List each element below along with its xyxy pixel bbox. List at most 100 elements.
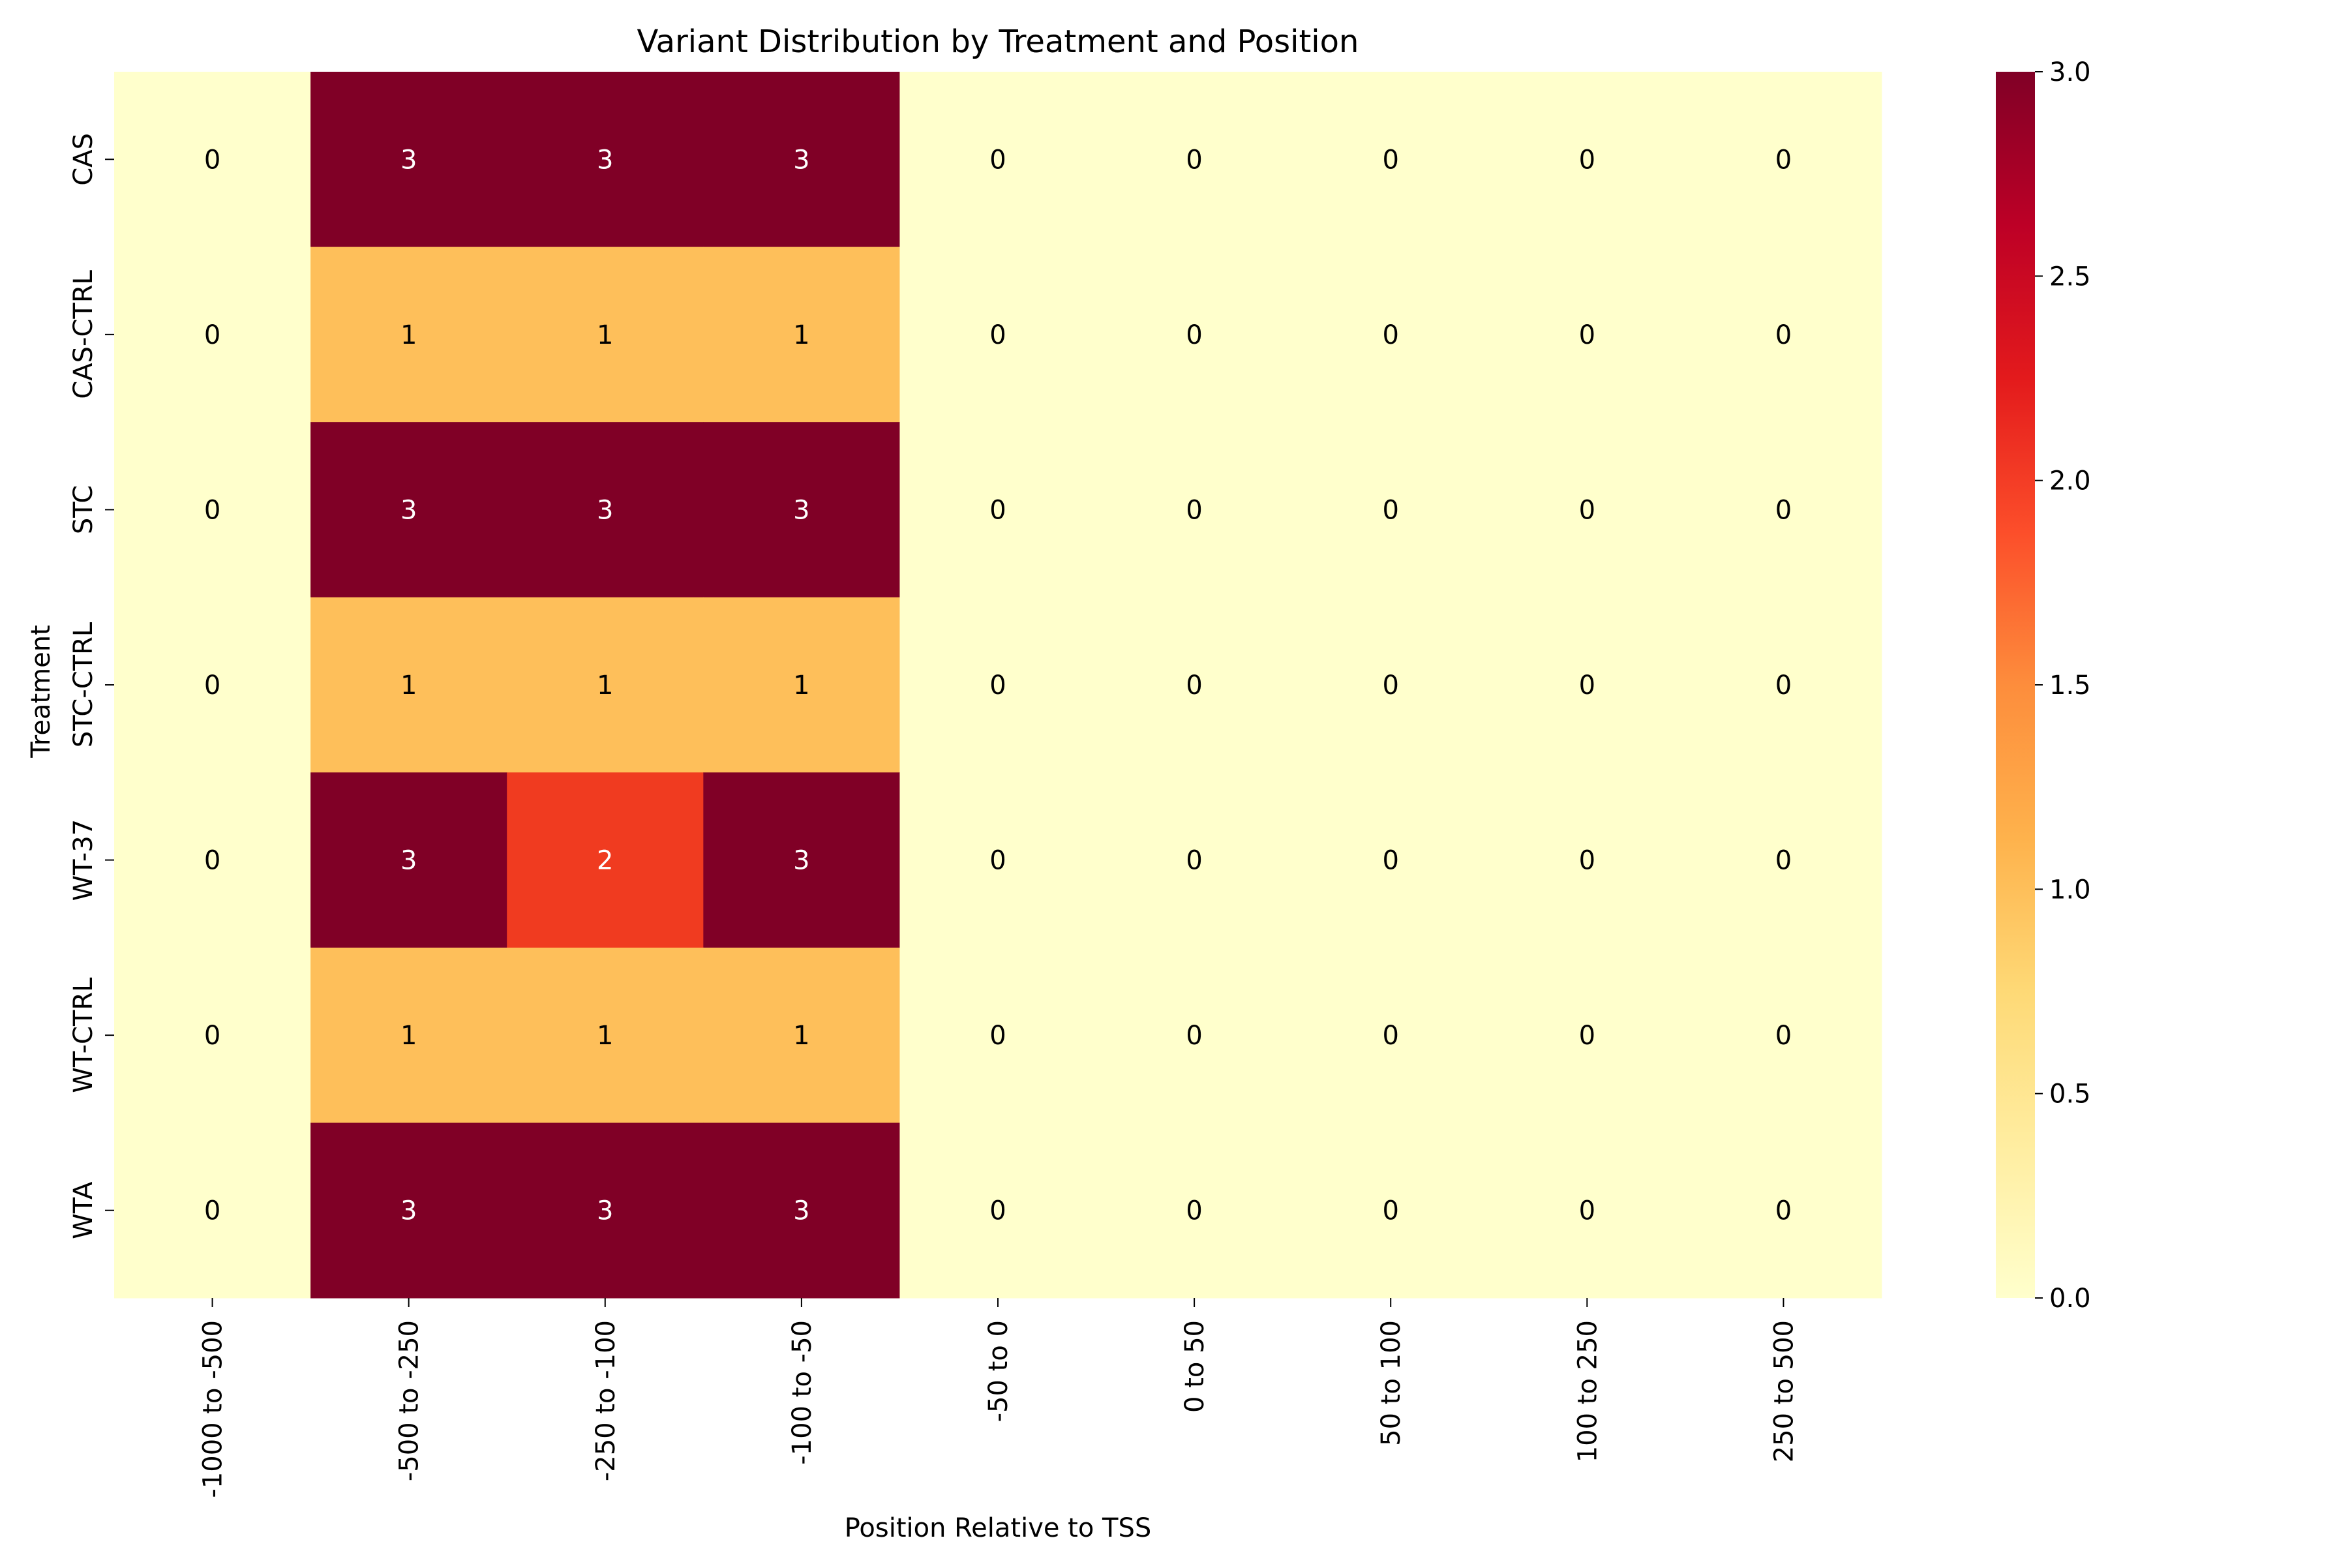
heatmap-cell xyxy=(1292,947,1490,1123)
heatmap-cell xyxy=(1488,422,1686,598)
cell-value-label: 0 xyxy=(989,145,1006,175)
heatmap-cell xyxy=(1292,422,1490,598)
cell-value-label: 1 xyxy=(400,1021,417,1051)
cell-value-label: 2 xyxy=(597,846,613,876)
heatmap-cell xyxy=(310,947,507,1123)
cell-value-label: 3 xyxy=(793,846,809,876)
x-tick-label: -50 to 0 xyxy=(984,1320,1014,1422)
heatmap-cell xyxy=(899,597,1097,773)
heatmap-cell xyxy=(507,772,704,948)
y-axis-label: Treatment xyxy=(26,625,56,759)
heatmap-cell xyxy=(507,1123,704,1299)
heatmap-cell xyxy=(703,597,900,773)
heatmap-cell xyxy=(1488,1123,1686,1299)
x-axis-label: Position Relative to TSS xyxy=(845,1513,1152,1543)
x-tick-label: 100 to 250 xyxy=(1573,1320,1603,1462)
heatmap-cell xyxy=(114,597,311,773)
cell-value-label: 0 xyxy=(204,671,220,701)
y-tick-label: STC-CTRL xyxy=(68,622,98,747)
y-tick-label: WT-37 xyxy=(68,819,98,901)
cell-value-label: 0 xyxy=(1579,145,1595,175)
heatmap-cell xyxy=(1685,247,1882,423)
x-tick-label: -250 to -100 xyxy=(591,1320,621,1481)
heatmap-cell xyxy=(1096,247,1293,423)
heatmap-cell xyxy=(507,422,704,598)
cell-value-label: 0 xyxy=(989,495,1006,525)
colorbar-tick-label: 1.0 xyxy=(2049,875,2091,905)
cell-value-label: 0 xyxy=(204,846,220,876)
cell-value-label: 0 xyxy=(1775,495,1792,525)
cell-value-label: 1 xyxy=(597,1021,613,1051)
heatmap-cell xyxy=(310,247,507,423)
heatmap-cell xyxy=(899,772,1097,948)
heatmap-cell xyxy=(114,247,311,423)
colorbar-tick-label: 3.0 xyxy=(2049,57,2091,87)
heatmap-cell xyxy=(703,1123,900,1299)
heatmap-cell xyxy=(1488,947,1686,1123)
cell-value-label: 0 xyxy=(204,145,220,175)
y-tick-label: WT-CTRL xyxy=(68,977,98,1093)
cell-value-label: 3 xyxy=(793,495,809,525)
heatmap-cell xyxy=(114,1123,311,1299)
colorbar-tick-label: 0.5 xyxy=(2049,1079,2091,1109)
cell-value-label: 0 xyxy=(989,671,1006,701)
cell-value-label: 0 xyxy=(204,1021,220,1051)
heatmap-cell xyxy=(1488,247,1686,423)
cell-value-label: 1 xyxy=(793,671,809,701)
cell-value-label: 1 xyxy=(793,1021,809,1051)
heatmap-cell xyxy=(507,947,704,1123)
cell-value-label: 3 xyxy=(400,1196,417,1226)
heatmap-cell xyxy=(703,247,900,423)
cell-value-label: 3 xyxy=(597,1196,613,1226)
cell-value-label: 1 xyxy=(400,320,417,350)
cell-value-label: 3 xyxy=(597,145,613,175)
cell-value-label: 0 xyxy=(989,1196,1006,1226)
cell-value-label: 0 xyxy=(1186,1196,1202,1226)
cell-value-label: 1 xyxy=(793,320,809,350)
cell-value-label: 0 xyxy=(1186,1021,1202,1051)
heatmap-cell xyxy=(1488,72,1686,248)
heatmap-cell xyxy=(114,772,311,948)
heatmap-cell xyxy=(899,1123,1097,1299)
heatmap-cell xyxy=(310,72,507,248)
cell-value-label: 0 xyxy=(1775,846,1792,876)
heatmap-cell xyxy=(1292,247,1490,423)
x-tick-label: 50 to 100 xyxy=(1376,1320,1406,1446)
cell-value-label: 3 xyxy=(793,1196,809,1226)
cell-value-label: 0 xyxy=(1382,671,1398,701)
cell-value-label: 0 xyxy=(1775,145,1792,175)
cell-value-label: 3 xyxy=(793,145,809,175)
cell-value-label: 0 xyxy=(1382,145,1398,175)
heatmap-cell xyxy=(310,1123,507,1299)
heatmap-cell xyxy=(1685,1123,1882,1299)
cell-value-label: 0 xyxy=(1382,1021,1398,1051)
cell-value-label: 0 xyxy=(989,320,1006,350)
y-tick-label: WTA xyxy=(68,1181,98,1239)
x-tick-label: -1000 to -500 xyxy=(198,1320,228,1498)
heatmap-cell xyxy=(1096,772,1293,948)
colorbar-tick-label: 1.5 xyxy=(2049,671,2091,701)
cell-value-label: 1 xyxy=(597,320,613,350)
cell-value-label: 0 xyxy=(1579,846,1595,876)
cell-value-label: 0 xyxy=(1186,846,1202,876)
cell-value-label: 0 xyxy=(1579,1196,1595,1226)
heatmap-cell xyxy=(1685,597,1882,773)
cell-value-label: 0 xyxy=(989,846,1006,876)
cell-value-label: 0 xyxy=(1579,495,1595,525)
x-tick-label: 0 to 50 xyxy=(1180,1320,1210,1413)
cell-value-label: 0 xyxy=(1382,1196,1398,1226)
y-tick-label: STC xyxy=(68,485,98,534)
cell-value-label: 0 xyxy=(1579,320,1595,350)
heatmap-cell xyxy=(1292,72,1490,248)
heatmap-cell xyxy=(703,72,900,248)
cell-value-label: 0 xyxy=(1579,671,1595,701)
heatmap-cell xyxy=(507,72,704,248)
heatmap-cell xyxy=(703,422,900,598)
heatmap-cell xyxy=(1292,1123,1490,1299)
cell-value-label: 0 xyxy=(1775,1196,1792,1226)
colorbar-tick-label: 2.5 xyxy=(2049,262,2091,292)
cell-value-label: 1 xyxy=(400,671,417,701)
cell-value-label: 3 xyxy=(400,846,417,876)
cell-value-label: 3 xyxy=(597,495,613,525)
heatmap-cell xyxy=(703,772,900,948)
